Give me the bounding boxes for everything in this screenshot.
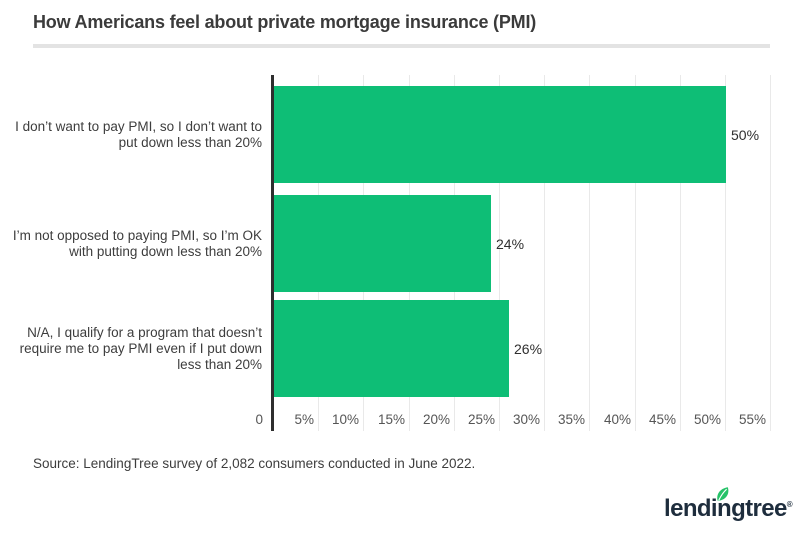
- leaf-icon: [713, 486, 733, 507]
- category-label-line: require me to pay PMI even if I put down: [19, 341, 262, 356]
- gridline: [544, 75, 545, 431]
- registered-mark: ®: [786, 500, 793, 509]
- category-label: I don’t want to pay PMI, so I don’t want…: [0, 119, 262, 151]
- category-label-line: less than 20%: [177, 357, 262, 372]
- category-label-line: with putting down less than 20%: [69, 244, 262, 259]
- x-tick-label: 50%: [693, 412, 721, 427]
- chart-title: How Americans feel about private mortgag…: [33, 12, 537, 32]
- y-axis-line: [271, 75, 274, 431]
- gridline: [589, 75, 590, 431]
- bar: [274, 195, 491, 292]
- title-divider: [33, 44, 770, 48]
- gridline: [725, 75, 726, 431]
- x-tick-label: 45%: [648, 412, 676, 427]
- category-label-line: I’m not opposed to paying PMI, so I’m OK: [12, 228, 262, 243]
- x-tick-label: 20%: [422, 412, 450, 427]
- logo-wordmark: lendingtree®: [664, 495, 793, 522]
- category-label: N/A, I qualify for a program that doesn’…: [0, 325, 262, 373]
- x-tick-label: 40%: [603, 412, 631, 427]
- bar: [274, 86, 726, 183]
- x-tick-label: 10%: [331, 412, 359, 427]
- lendingtree-logo: lendingtree®: [664, 486, 798, 528]
- x-tick-label: 25%: [467, 412, 495, 427]
- bar-value-label: 50%: [731, 127, 760, 143]
- gridline: [680, 75, 681, 431]
- category-label: I’m not opposed to paying PMI, so I’m OK…: [0, 228, 262, 260]
- gridline: [635, 75, 636, 431]
- category-label-line: N/A, I qualify for a program that doesn’…: [27, 325, 262, 340]
- gridline: [499, 75, 500, 431]
- source-note: Source: LendingTree survey of 2,082 cons…: [33, 456, 476, 471]
- x-tick-label: 5%: [294, 412, 314, 427]
- x-tick-label: 35%: [557, 412, 585, 427]
- gridline: [770, 75, 771, 431]
- bar-chart: 0 5% 10% 15% 20% 25% 30% 35% 40% 45% 50% 55% 50% I do…: [0, 75, 771, 431]
- x-tick-label: 55%: [738, 412, 766, 427]
- bar: [274, 300, 509, 397]
- category-label-line: I don’t want to pay PMI, so I don’t want…: [15, 119, 262, 134]
- bar-value-label: 26%: [514, 341, 543, 357]
- bar-value-label: 24%: [496, 236, 525, 252]
- x-tick-label: 0: [255, 412, 263, 427]
- x-tick-label: 15%: [377, 412, 405, 427]
- x-tick-label: 30%: [512, 412, 540, 427]
- category-label-line: put down less than 20%: [118, 135, 262, 150]
